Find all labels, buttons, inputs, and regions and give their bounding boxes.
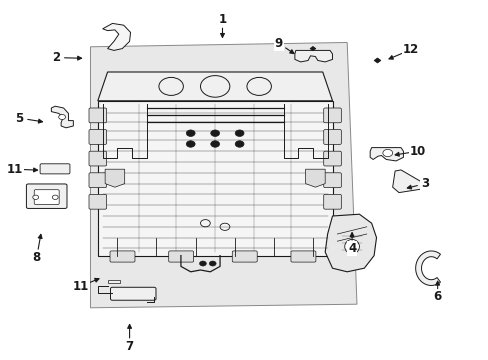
Ellipse shape: [344, 239, 359, 254]
FancyBboxPatch shape: [89, 151, 106, 166]
Text: 11: 11: [72, 280, 89, 293]
Circle shape: [33, 195, 39, 199]
FancyBboxPatch shape: [89, 108, 106, 123]
FancyBboxPatch shape: [40, 164, 70, 174]
FancyBboxPatch shape: [89, 173, 106, 188]
Polygon shape: [325, 214, 376, 272]
FancyBboxPatch shape: [89, 194, 106, 209]
Text: 8: 8: [33, 251, 41, 264]
Circle shape: [209, 261, 216, 266]
FancyBboxPatch shape: [168, 251, 193, 262]
FancyBboxPatch shape: [323, 151, 341, 166]
Polygon shape: [369, 148, 403, 161]
Text: 7: 7: [125, 340, 133, 353]
FancyBboxPatch shape: [110, 251, 135, 262]
Circle shape: [52, 195, 58, 199]
Polygon shape: [373, 58, 380, 63]
Circle shape: [382, 149, 392, 157]
Circle shape: [210, 130, 219, 136]
Polygon shape: [105, 169, 124, 187]
FancyBboxPatch shape: [89, 130, 106, 144]
Polygon shape: [305, 169, 325, 187]
FancyBboxPatch shape: [323, 173, 341, 188]
Text: 5: 5: [16, 112, 23, 125]
Text: 11: 11: [6, 163, 23, 176]
Circle shape: [199, 261, 206, 266]
FancyBboxPatch shape: [110, 287, 156, 300]
Polygon shape: [102, 23, 130, 50]
Circle shape: [235, 130, 244, 136]
Polygon shape: [51, 106, 73, 128]
Polygon shape: [98, 72, 332, 101]
Text: 6: 6: [433, 291, 441, 303]
Circle shape: [59, 114, 65, 120]
Text: 2: 2: [52, 51, 60, 64]
Text: 4: 4: [347, 242, 355, 255]
Text: 1: 1: [218, 13, 226, 26]
Circle shape: [186, 141, 195, 147]
Polygon shape: [294, 50, 332, 62]
Polygon shape: [98, 101, 332, 256]
FancyBboxPatch shape: [323, 130, 341, 144]
FancyBboxPatch shape: [34, 190, 59, 204]
Circle shape: [210, 141, 219, 147]
Polygon shape: [90, 42, 356, 308]
Circle shape: [186, 130, 195, 136]
FancyBboxPatch shape: [323, 194, 341, 209]
Polygon shape: [392, 170, 424, 193]
Text: 12: 12: [402, 43, 418, 56]
Text: 9: 9: [274, 37, 282, 50]
Polygon shape: [415, 251, 440, 285]
FancyBboxPatch shape: [26, 184, 67, 208]
FancyBboxPatch shape: [323, 108, 341, 123]
FancyBboxPatch shape: [232, 251, 257, 262]
Circle shape: [235, 141, 244, 147]
Polygon shape: [107, 280, 120, 283]
Polygon shape: [309, 46, 315, 51]
Text: 3: 3: [421, 177, 428, 190]
FancyBboxPatch shape: [290, 251, 315, 262]
Text: 10: 10: [409, 145, 426, 158]
